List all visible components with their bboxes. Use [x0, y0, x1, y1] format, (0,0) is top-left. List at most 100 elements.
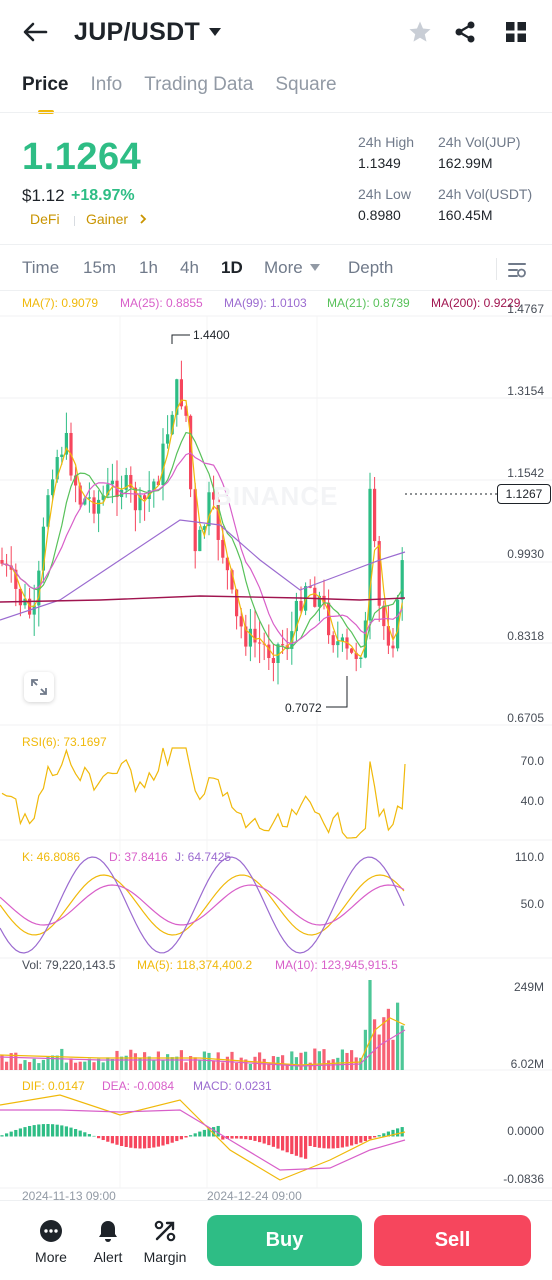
- volume-bar: [69, 1058, 73, 1070]
- tab-info[interactable]: Info: [90, 74, 123, 95]
- tf-time[interactable]: Time: [22, 258, 60, 277]
- volume-bar: [248, 1063, 252, 1070]
- tf-more[interactable]: More: [264, 258, 303, 277]
- volume-bar: [221, 1062, 225, 1070]
- tf-1d[interactable]: 1D: [221, 258, 243, 277]
- volume-bar: [92, 1062, 96, 1070]
- tf-15m[interactable]: 15m: [83, 258, 117, 277]
- candle-body: [193, 489, 197, 552]
- kdj-k-line: [0, 874, 405, 936]
- volume-bar: [235, 1062, 239, 1070]
- macd-bar: [368, 1136, 372, 1140]
- candle-body: [221, 539, 225, 558]
- volume-bar: [156, 1051, 160, 1070]
- macd-bar: [331, 1136, 335, 1149]
- more-dots-icon: [40, 1220, 62, 1242]
- low-marker-line: [326, 676, 348, 708]
- candle-body: [37, 570, 41, 606]
- candle-body: [78, 485, 82, 505]
- sell-button[interactable]: Sell: [374, 1215, 531, 1266]
- vol-base-value: 162.99M: [438, 155, 493, 171]
- candle-body: [41, 526, 45, 571]
- macd-bar: [271, 1136, 275, 1147]
- caret-down-icon[interactable]: [208, 27, 222, 37]
- header: JUP/USDT: [0, 0, 552, 66]
- macd-bar: [216, 1125, 220, 1137]
- macd-bar: [345, 1136, 349, 1147]
- tab-square[interactable]: Square: [275, 74, 337, 95]
- volume-bar: [0, 1054, 4, 1070]
- candle-body: [359, 657, 363, 659]
- grid-icon[interactable]: [506, 22, 526, 42]
- alert-button[interactable]: Alert: [78, 1219, 138, 1265]
- candle-body: [271, 658, 275, 663]
- macd-bar: [60, 1125, 64, 1137]
- macd-bar: [32, 1125, 36, 1137]
- candle-body: [198, 529, 202, 552]
- volume-bar: [336, 1057, 340, 1070]
- macd-axis-1: 0.0000: [507, 1124, 544, 1138]
- candle-body: [239, 616, 243, 627]
- macd-bar: [64, 1126, 68, 1137]
- chart-settings-icon[interactable]: [507, 260, 527, 280]
- vol-axis-1: 249M: [513, 980, 544, 994]
- buy-button[interactable]: Buy: [207, 1215, 362, 1266]
- volume-bar: [138, 1058, 142, 1070]
- volume-bar: [78, 1061, 82, 1070]
- volume-bar: [83, 1061, 87, 1070]
- candle-body: [184, 406, 188, 416]
- macd-bar: [207, 1128, 211, 1137]
- kline-chart[interactable]: [0, 300, 552, 1200]
- volume-bar: [110, 1059, 114, 1070]
- macd-bar: [138, 1136, 142, 1149]
- ma7-line: [1, 399, 403, 658]
- rsi-value: RSI(6): 73.1697: [22, 735, 107, 749]
- macd-bar: [239, 1136, 243, 1139]
- tab-trading-data[interactable]: Trading Data: [144, 74, 254, 95]
- expand-chart-button[interactable]: [24, 672, 54, 702]
- tf-4h[interactable]: 4h: [180, 258, 199, 277]
- macd-dif: DIF: 0.0147: [22, 1079, 85, 1093]
- candle-body: [308, 586, 312, 588]
- volume-bar: [294, 1057, 298, 1070]
- macd-bar: [377, 1135, 381, 1137]
- tag-defi[interactable]: DeFi: [30, 211, 60, 227]
- share-icon[interactable]: [453, 20, 477, 44]
- volume-bar: [166, 1054, 170, 1070]
- macd-bar: [221, 1136, 225, 1140]
- macd-bar: [327, 1136, 331, 1149]
- volume-bar: [106, 1057, 110, 1070]
- candle-body: [377, 541, 381, 606]
- macd-bar: [391, 1129, 395, 1137]
- macd-bar: [106, 1136, 110, 1142]
- volume-bar: [37, 1063, 41, 1070]
- pair-title[interactable]: JUP/USDT: [74, 18, 201, 46]
- volume-bar: [193, 1057, 197, 1070]
- margin-button[interactable]: Margin: [135, 1219, 195, 1265]
- tab-price[interactable]: Price: [22, 74, 68, 114]
- tf-depth[interactable]: Depth: [348, 258, 394, 277]
- macd-bar: [340, 1136, 344, 1148]
- alert-label: Alert: [93, 1249, 123, 1265]
- star-icon[interactable]: [408, 20, 432, 44]
- tf-1h[interactable]: 1h: [139, 258, 158, 277]
- arrow-left-icon[interactable]: [22, 20, 48, 44]
- volume-bar: [322, 1049, 326, 1070]
- tag-gainer[interactable]: Gainer: [86, 211, 129, 227]
- candle-body: [400, 560, 404, 600]
- high-value: 1.1349: [358, 155, 401, 171]
- more-button[interactable]: More: [21, 1219, 81, 1265]
- macd-bar: [285, 1136, 289, 1153]
- low-label: 24h Low: [358, 186, 411, 202]
- volume-bar: [97, 1058, 101, 1070]
- volume-bar: [308, 1062, 312, 1070]
- volume-bar: [382, 1017, 386, 1070]
- kdj-j: J: 64.7425: [175, 850, 232, 864]
- macd-bar: [170, 1136, 174, 1143]
- volume-bar: [9, 1053, 13, 1070]
- macd-bar: [281, 1136, 285, 1151]
- candle-body: [248, 628, 252, 647]
- candle-body: [175, 379, 179, 415]
- macd-bar: [156, 1136, 160, 1147]
- candle-body: [60, 454, 64, 458]
